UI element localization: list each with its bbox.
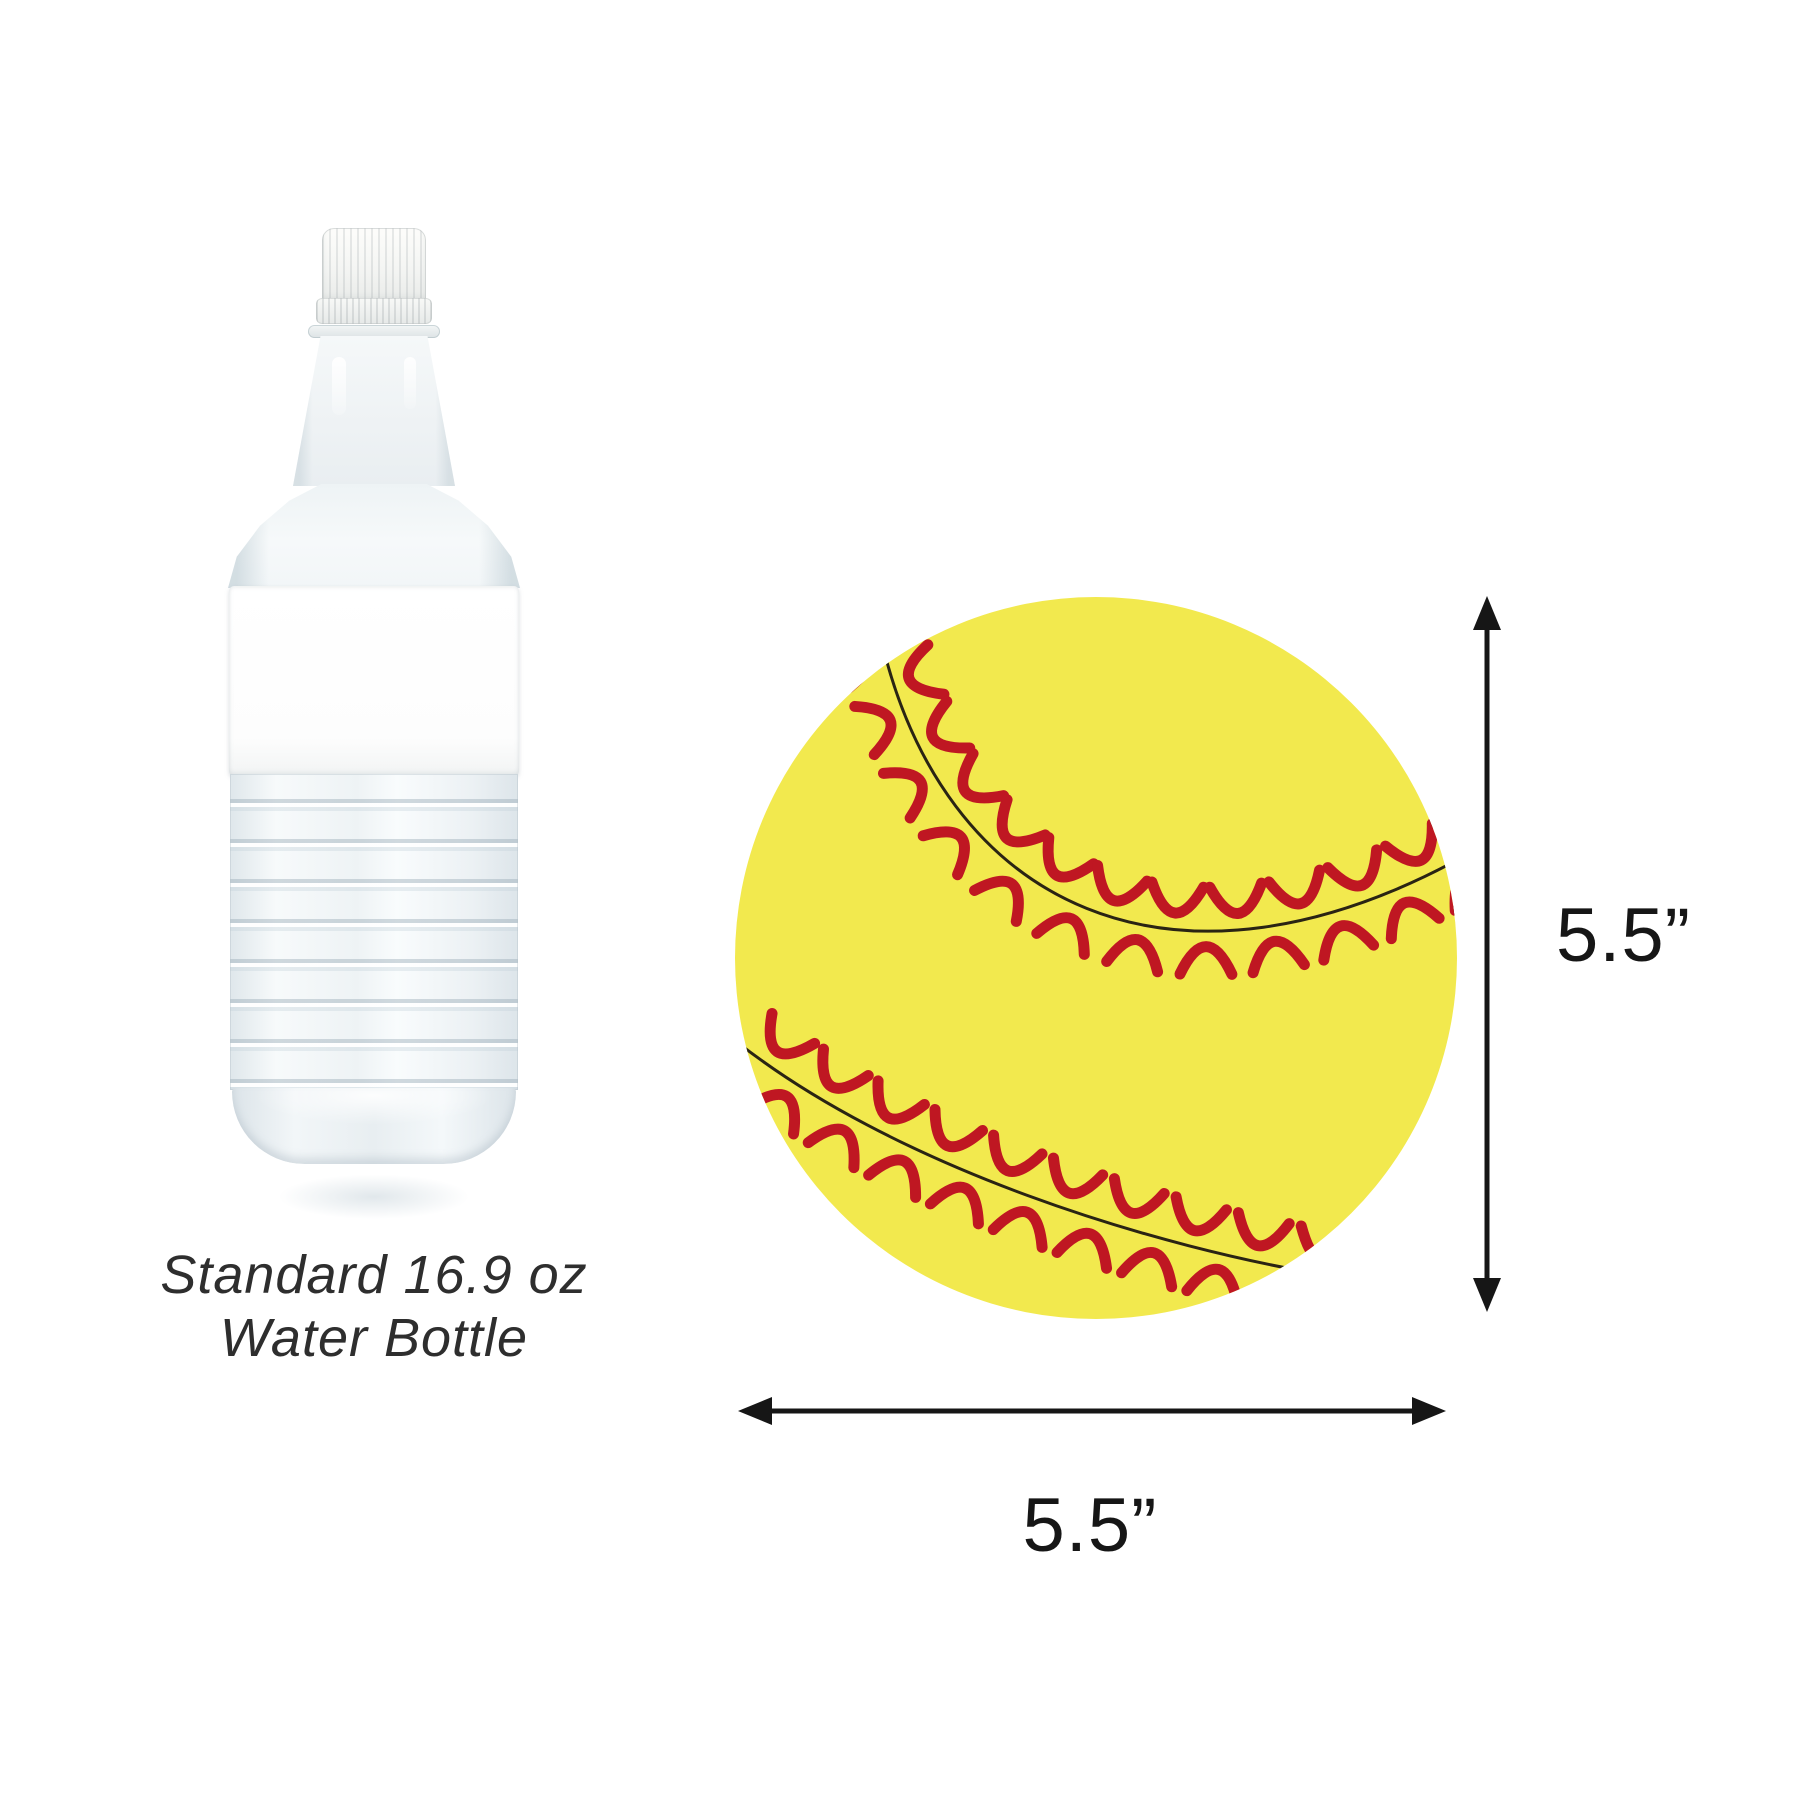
bottle-shadow [242, 1172, 506, 1234]
bottle-label [229, 586, 519, 776]
softball-lower-seam [735, 1032, 1333, 1278]
bottle-cap-flange [316, 298, 432, 324]
bottle-ribbed-body [230, 774, 518, 1090]
height-arrow-icon [1473, 596, 1501, 1312]
bottle-base [232, 1088, 516, 1164]
bottle-caption-line2: Water Bottle [219, 1307, 529, 1368]
softball-circle [735, 597, 1457, 1319]
width-dimension-label: 5.5” [1022, 1483, 1158, 1568]
bottle-cap [322, 228, 426, 302]
height-dimension-label: 5.5” [1556, 893, 1691, 978]
softball-upper-seam [878, 633, 1457, 933]
bottle-shoulder [228, 484, 520, 588]
bottle-highlight [404, 357, 417, 409]
water-bottle-image [228, 228, 520, 1240]
bottle-neck [293, 336, 455, 486]
softball-graphic [735, 597, 1457, 1319]
width-arrow-icon [738, 1397, 1446, 1425]
bottle-caption-line1: Standard 16.9 oz [160, 1245, 588, 1305]
bottle-highlight [331, 357, 346, 415]
bottle-neck-ring [308, 325, 440, 338]
bottle-caption: Standard 16.9 oz Water Bottle [128, 1244, 620, 1369]
